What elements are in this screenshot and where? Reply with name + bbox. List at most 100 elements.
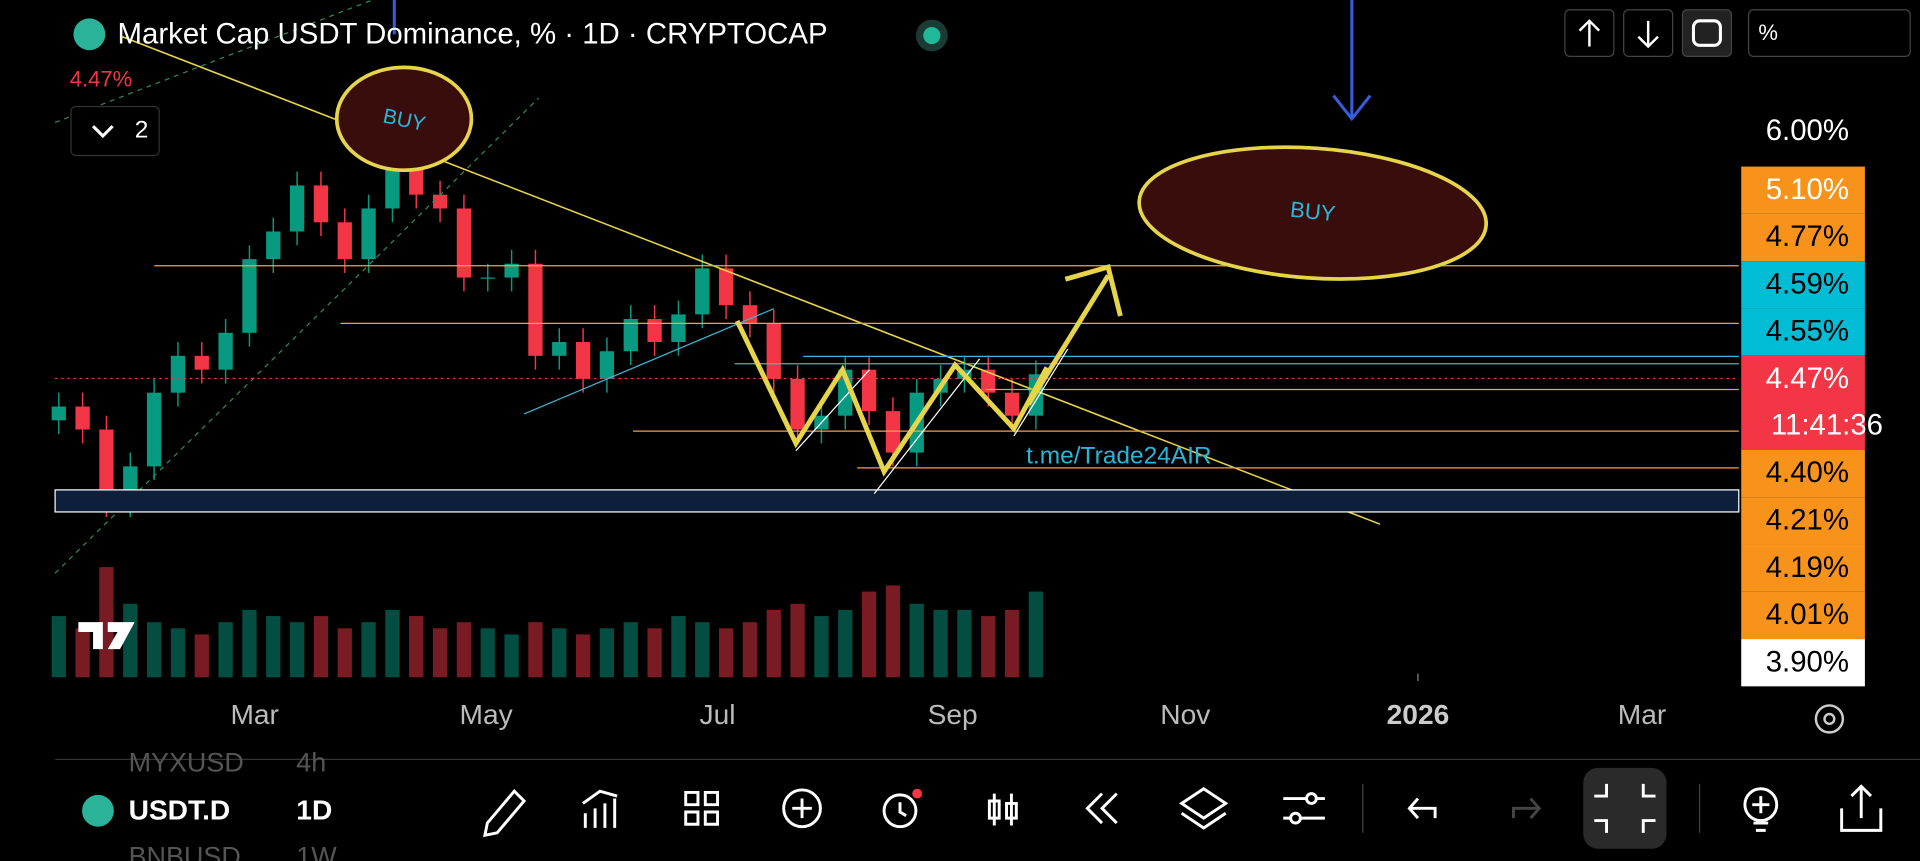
price-tag — [1741, 166, 1865, 214]
top-buttons: % — [1564, 9, 1911, 57]
volume-bar — [981, 616, 996, 678]
volume-bar — [266, 616, 281, 678]
arrow-shaft — [1026, 274, 1111, 406]
undo-button[interactable] — [1407, 797, 1437, 820]
collapse-button[interactable] — [1583, 767, 1667, 849]
volume-bar — [456, 622, 472, 678]
settings-button[interactable] — [1814, 704, 1845, 734]
scale-input[interactable] — [1747, 9, 1911, 57]
draw-button[interactable] — [483, 789, 527, 838]
indicators-toggle[interactable] — [70, 105, 160, 157]
alert-dot — [912, 788, 923, 799]
volume-bar — [1004, 609, 1020, 678]
trend-line — [122, 36, 1381, 525]
icon — [1752, 796, 1770, 832]
templates-button[interactable] — [684, 790, 720, 826]
icon — [1289, 811, 1302, 825]
prev-interval: 4h — [296, 747, 326, 777]
icon — [1594, 783, 1656, 833]
ideas-button[interactable] — [1743, 787, 1779, 823]
candle-body — [313, 185, 329, 223]
volume-bar — [814, 616, 829, 678]
price-tag — [1741, 639, 1865, 687]
volume-bar — [671, 616, 686, 678]
volume-bar — [51, 616, 66, 678]
volume-bar — [695, 622, 710, 678]
volume-bar — [432, 628, 448, 678]
share-button[interactable] — [1840, 784, 1883, 832]
price-tag — [1741, 213, 1865, 262]
price-tag — [1741, 261, 1865, 309]
chart-type-button[interactable] — [987, 793, 1018, 826]
volume-bar — [885, 585, 901, 678]
volume-bar — [313, 616, 329, 678]
layers-button[interactable] — [1178, 786, 1229, 830]
candle-body — [885, 411, 901, 453]
volume-bar — [480, 628, 495, 678]
volume-bar — [361, 622, 376, 678]
fullscreen-button[interactable] — [1681, 9, 1733, 57]
price-tag — [1741, 544, 1865, 592]
channel-line — [523, 308, 775, 415]
redo-button[interactable] — [1512, 797, 1542, 820]
interval[interactable]: 1D — [296, 794, 332, 825]
x-tick-label: Nov — [1160, 699, 1210, 730]
icon — [1578, 19, 1601, 47]
wave-path — [734, 319, 1050, 477]
indicator-count: 2 — [135, 117, 149, 144]
icon — [898, 802, 907, 817]
x-tick-label: 2026 — [1387, 699, 1450, 730]
volume-bar — [289, 622, 305, 678]
candle-body — [790, 378, 805, 430]
price-tag-label: 4.19% — [1766, 551, 1849, 584]
price-tag-label: 4.77% — [1766, 220, 1849, 253]
alert-button[interactable] — [882, 793, 918, 829]
countdown: 11:41:36 — [1771, 408, 1883, 441]
symbol[interactable]: USDT.D — [129, 794, 231, 825]
price-tag-label: 4.55% — [1766, 315, 1849, 348]
support-zone — [54, 489, 1740, 513]
price-tag-label: 5.10% — [1766, 173, 1849, 206]
candle-body — [456, 208, 472, 278]
volume-bar — [742, 622, 758, 678]
symbol-icon — [82, 794, 114, 827]
candle-body — [146, 392, 162, 467]
volume-bar — [1028, 591, 1044, 678]
indicators-button[interactable] — [582, 789, 618, 828]
price-tag-label: 3.90% — [1766, 645, 1849, 678]
volume-bar — [75, 628, 90, 678]
add-button[interactable] — [782, 788, 822, 829]
x-tick-label: Mar — [230, 699, 278, 730]
scale-input-text: % — [1758, 20, 1778, 45]
candle-body — [337, 222, 352, 260]
volume-bar — [242, 609, 257, 678]
arrow-head — [1064, 263, 1123, 317]
buy-ellipse — [334, 65, 474, 173]
volume-bar — [790, 603, 805, 678]
replay-button[interactable] — [1085, 792, 1118, 825]
candle-body — [99, 429, 114, 504]
price-tag-label: 4.01% — [1766, 598, 1849, 631]
price-tag — [1741, 355, 1865, 450]
volume-bar — [909, 603, 924, 678]
volume-bar — [528, 622, 543, 678]
price-tag-label: 4.59% — [1766, 267, 1849, 300]
volume-bar — [409, 616, 424, 678]
volume-bar — [718, 628, 734, 678]
symbol-icon — [73, 18, 106, 51]
candle-body — [742, 305, 758, 324]
candle-body — [647, 318, 662, 343]
candle-body — [218, 332, 233, 370]
candle-body — [266, 231, 281, 260]
volume-bar — [552, 628, 567, 678]
status-dot — [923, 26, 941, 45]
buy-ellipse — [1137, 145, 1489, 281]
volume-bar — [99, 567, 114, 678]
candle-body — [552, 342, 567, 356]
volume-bar — [385, 609, 400, 678]
candle-body — [289, 185, 305, 232]
volume-bar — [504, 634, 519, 678]
candle-body — [480, 277, 495, 279]
time-axis: Mar May Jul Sep Nov 2026 Mar — [230, 699, 1666, 730]
